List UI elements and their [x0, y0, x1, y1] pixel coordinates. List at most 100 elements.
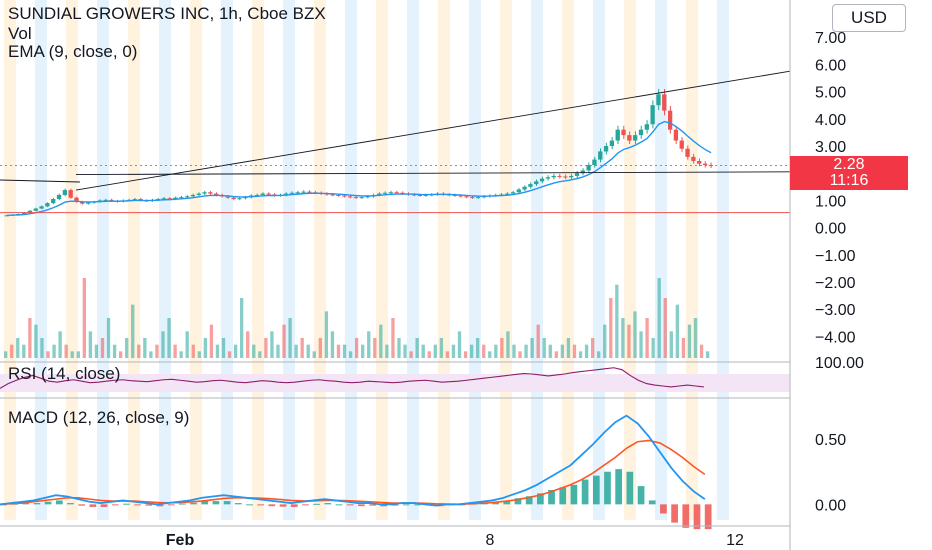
volume-bar: [100, 338, 105, 358]
volume-bar: [385, 344, 389, 358]
macd-histogram-bar: [257, 504, 265, 506]
volume-bar: [657, 278, 661, 358]
price-axis-label: −4.00: [815, 329, 856, 346]
volume-bar: [336, 344, 341, 358]
macd-histogram-bar: [55, 500, 63, 505]
volume-bar: [373, 338, 377, 358]
candle-body: [394, 192, 399, 194]
volume-bar: [82, 278, 86, 358]
candle-body: [254, 194, 260, 196]
candle-body: [243, 197, 248, 199]
volume-bar: [318, 338, 322, 358]
volume-bar: [687, 324, 692, 358]
candle-body: [423, 194, 428, 196]
session-band: [717, 0, 729, 520]
candle-body: [569, 175, 574, 178]
candle-body: [464, 196, 469, 198]
macd-histogram-bar: [548, 490, 555, 505]
macd-histogram-bar: [212, 501, 220, 505]
currency-button[interactable]: USD: [832, 4, 906, 32]
candle-body: [283, 193, 289, 195]
session-band: [97, 0, 109, 520]
macd-histogram-bar: [704, 504, 712, 530]
candle-body: [691, 156, 696, 161]
volume-bar: [705, 351, 710, 358]
candle-body: [353, 197, 358, 199]
candle-body: [545, 177, 551, 179]
macd-axis-label: 0.00: [815, 497, 846, 514]
volume-bar: [566, 338, 571, 358]
macd-histogram-bar: [290, 504, 298, 507]
macd-histogram-bar: [402, 504, 410, 506]
volume-bar: [215, 344, 220, 358]
candle-body: [39, 206, 44, 209]
volume-bar: [167, 318, 171, 358]
macd-histogram-bar: [503, 500, 511, 505]
candle-body: [411, 194, 417, 196]
macd-histogram-bar: [335, 504, 343, 506]
volume-bar: [639, 331, 643, 358]
candle-body: [667, 110, 673, 130]
macd-histogram-bar: [413, 504, 421, 506]
volume-bar: [46, 351, 50, 358]
price-axis-label: 4.00: [815, 112, 846, 129]
volume-bar: [415, 338, 419, 358]
volume-bar: [324, 311, 329, 358]
price-axis-label: −1.00: [815, 248, 856, 265]
volume-bar: [469, 344, 474, 358]
candle-body: [522, 186, 527, 190]
macd-histogram-bar: [369, 504, 376, 506]
chart-title: SUNDIAL GROWERS INC, 1h, Cboe BZX: [8, 4, 326, 23]
volume-bar: [361, 344, 365, 358]
candle-body: [295, 192, 300, 194]
macd-histogram-bar: [201, 501, 209, 505]
volume-bar: [221, 338, 226, 358]
rsi-axis-label: 100.00: [815, 355, 864, 372]
candle-body: [68, 190, 73, 198]
volume-bar: [348, 351, 353, 358]
volume-bar: [651, 338, 655, 358]
session-band: [128, 0, 140, 520]
candle-body: [673, 129, 679, 141]
candle-body: [289, 192, 294, 194]
candle-body: [62, 190, 68, 195]
ema-line: [6, 120, 712, 217]
macd-histogram-bar: [111, 504, 119, 506]
volume-bar: [699, 344, 704, 358]
volume-bar: [264, 338, 268, 358]
macd-histogram-bar: [637, 486, 645, 505]
candle-body: [21, 212, 27, 214]
candle-body: [644, 124, 649, 130]
volume-bar: [427, 351, 431, 358]
candle-body: [702, 163, 708, 166]
candle-body: [551, 175, 556, 178]
candle-body: [598, 151, 603, 160]
candle-body: [27, 210, 33, 213]
volume-bar: [330, 331, 335, 358]
volume-bar: [191, 344, 195, 358]
candle-body: [161, 198, 166, 200]
volume-bar: [397, 338, 401, 358]
price-axis-label: 3.00: [815, 139, 846, 156]
volume-bar: [58, 331, 62, 358]
session-band: [159, 0, 171, 520]
candle-body: [638, 129, 644, 136]
candle-body: [85, 202, 91, 204]
candle-body: [301, 191, 306, 193]
candle-body: [563, 176, 568, 178]
candle-body: [103, 199, 108, 201]
macd-histogram-bar: [615, 469, 623, 505]
macd-histogram-bar: [358, 504, 365, 507]
volume-bar: [609, 298, 613, 358]
macd-histogram-bar: [492, 502, 499, 505]
macd-histogram-bar: [313, 503, 320, 505]
volume-bar: [125, 338, 129, 358]
candle-body: [173, 197, 178, 200]
session-band: [283, 0, 295, 520]
macd-histogram-bar: [570, 484, 578, 505]
candle-body: [190, 194, 196, 197]
macd-histogram-bar: [525, 496, 533, 505]
volume-bar: [70, 351, 74, 358]
candle-body: [697, 160, 702, 164]
